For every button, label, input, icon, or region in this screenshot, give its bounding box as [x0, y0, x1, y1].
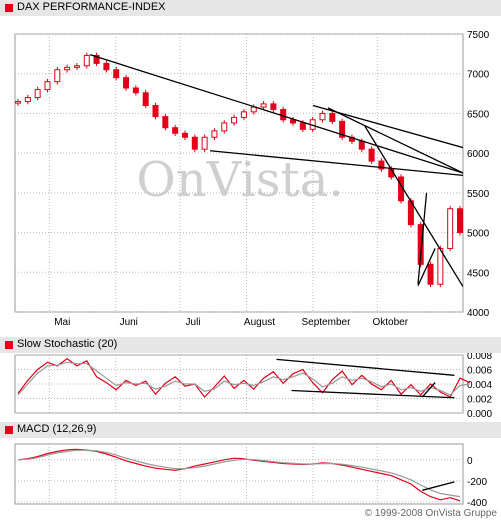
- trendline: [209, 150, 463, 177]
- candle-body: [417, 224, 424, 265]
- macd-trendline: [422, 481, 455, 491]
- candle-body: [142, 92, 149, 106]
- candle-body: [290, 119, 297, 124]
- candle-body: [339, 120, 346, 138]
- stochastic-signal-line: [17, 361, 470, 396]
- candle-body: [260, 103, 267, 108]
- stochastic-trendline: [291, 389, 455, 399]
- y-tick-label: 0.000: [467, 409, 492, 420]
- price-legend-swatch: [5, 4, 13, 12]
- candle-body: [368, 148, 375, 162]
- candle-body: [447, 208, 454, 249]
- x-tick-label: September: [301, 317, 351, 328]
- macd-header: MACD (12,26,9): [0, 422, 501, 438]
- trendline: [89, 54, 463, 174]
- candle-body: [83, 54, 90, 67]
- candle-body: [172, 127, 179, 134]
- y-tick-label: 0.008: [467, 353, 492, 362]
- candle-body: [191, 136, 198, 150]
- candle-body: [437, 247, 444, 285]
- candle-body: [299, 122, 306, 130]
- trendline: [417, 248, 436, 287]
- candle-body: [378, 160, 385, 170]
- macd-chart: 0 -200 -400: [14, 443, 487, 509]
- candle-body: [329, 112, 336, 122]
- copyright: © 1999-2008 OnVista Gruppe: [364, 508, 497, 519]
- stochastic-chart: 0.008 0.006 0.004 0.002 0.000: [14, 353, 492, 420]
- macd-main-line: [17, 448, 461, 502]
- candle-body: [93, 54, 100, 64]
- stochastic-legend-swatch: [5, 341, 13, 349]
- candle-body: [221, 122, 228, 132]
- macd-legend-swatch: [5, 426, 13, 434]
- candle-body: [427, 263, 434, 285]
- candle-body: [162, 116, 169, 129]
- candle-body: [123, 77, 130, 89]
- main-chart-title: DAX PERFORMANCE-INDEX: [17, 1, 166, 13]
- candle-body: [64, 66, 71, 71]
- stochastic-trendline: [421, 382, 436, 398]
- x-tick-label: August: [244, 317, 275, 328]
- plot-frame: [14, 443, 464, 505]
- y-tick-label: 0: [467, 456, 473, 467]
- candle-body: [457, 208, 463, 234]
- x-tick-label: Juli: [186, 317, 201, 328]
- candle-body: [280, 108, 287, 121]
- y-tick-label: 0.006: [467, 366, 492, 377]
- x-tick-label: Oktober: [372, 317, 408, 328]
- y-tick-label: 5500: [467, 189, 490, 200]
- candle-body: [24, 97, 31, 103]
- y-tick-label: 6000: [467, 149, 490, 160]
- macd-title: MACD (12,26,9): [17, 423, 97, 435]
- y-tick-label: -400: [467, 498, 487, 509]
- candle-body: [15, 101, 21, 104]
- macd-signal-line: [17, 449, 461, 498]
- price-chart: OnVista. 7500 7000 6500 6000 5500 5000 4500 4000…: [14, 30, 490, 328]
- y-tick-label: 7000: [467, 70, 490, 81]
- candle-body: [201, 136, 208, 150]
- y-tick-label: 0.004: [467, 380, 492, 391]
- candle-body: [113, 69, 120, 79]
- candle-body: [231, 116, 238, 124]
- candle-body: [44, 81, 51, 91]
- y-tick-label: 4500: [467, 268, 490, 279]
- candle-body: [73, 65, 80, 68]
- y-tick-label: 0.002: [467, 395, 492, 406]
- y-tick-label: 7500: [467, 30, 490, 41]
- candle-body: [181, 132, 188, 138]
- stochastic-header: Slow Stochastic (20): [0, 337, 501, 353]
- main-chart-header: DAX PERFORMANCE-INDEX: [0, 0, 501, 16]
- candle-body: [240, 111, 247, 118]
- candle-body: [270, 103, 277, 110]
- trendline: [363, 125, 463, 287]
- y-tick-label: 5000: [467, 229, 490, 240]
- x-tick-label: Juni: [120, 317, 138, 328]
- stochastic-main-line: [17, 357, 471, 398]
- candle-body: [54, 69, 61, 83]
- trendline: [417, 192, 428, 285]
- watermark: OnVista.: [136, 152, 343, 208]
- y-tick-label: -200: [467, 477, 487, 488]
- trendline-group: [89, 54, 463, 287]
- candle-body: [319, 112, 326, 121]
- candle-body: [103, 62, 110, 71]
- stochastic-trendline: [276, 358, 455, 376]
- candle-body: [211, 130, 218, 138]
- candles: [15, 52, 463, 287]
- candle-body: [132, 87, 139, 94]
- candle-body: [152, 104, 159, 118]
- stochastic-title: Slow Stochastic (20): [17, 338, 118, 350]
- y-tick-label: 4000: [467, 308, 490, 319]
- trendline: [327, 107, 463, 174]
- x-tick-label: Mai: [54, 317, 70, 328]
- y-tick-label: 6500: [467, 109, 490, 120]
- candle-body: [358, 140, 365, 150]
- candle-body: [34, 89, 41, 99]
